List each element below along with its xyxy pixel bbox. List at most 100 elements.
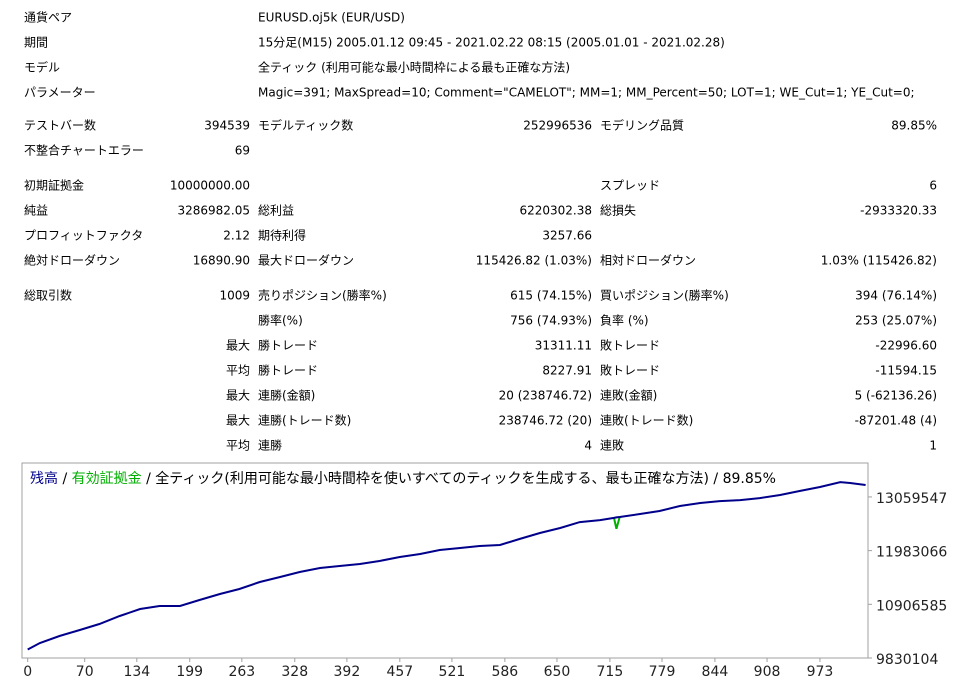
info-label: モデル xyxy=(24,60,60,75)
stat-value: 最大 xyxy=(226,414,250,428)
stat-label: 勝トレード xyxy=(258,363,318,378)
y-tick-label: 10906585 xyxy=(876,598,947,614)
stat-label: 連勝 xyxy=(258,438,282,453)
x-tick-label: 328 xyxy=(281,664,308,680)
stat-label: 相対ドローダウン xyxy=(600,253,696,268)
stat-value: 最大 xyxy=(226,389,250,403)
stat-label: 売りポジション(勝率%) xyxy=(258,288,387,303)
stat-value: 1009 xyxy=(219,289,250,303)
chart-frame xyxy=(21,462,869,659)
x-tick-label: 392 xyxy=(334,664,361,680)
stat-value: 252996536 xyxy=(523,119,592,133)
stat-value: 3286982.05 xyxy=(177,204,250,218)
info-label: パラメーター xyxy=(24,86,96,100)
info-value: EURUSD.oj5k (EUR/USD) xyxy=(258,11,405,25)
stat-label: 総利益 xyxy=(258,204,294,218)
x-tick-label: 844 xyxy=(702,664,729,680)
series-line xyxy=(27,481,866,651)
stat-label: 総取引数 xyxy=(24,288,72,303)
stat-label: 負率 (%) xyxy=(600,313,649,328)
stat-label: 連敗(金額) xyxy=(600,388,657,403)
x-tick-label: 715 xyxy=(597,664,624,680)
stat-value: -11594.15 xyxy=(875,364,937,378)
x-tick-label: 521 xyxy=(439,664,466,680)
stat-label: 純益 xyxy=(24,204,48,218)
legend-equity: 有効証拠金 xyxy=(72,471,142,487)
stat-label: 敗トレード xyxy=(600,363,660,378)
stat-label: 勝率(%) xyxy=(258,313,303,328)
stat-value: 5 (-62136.26) xyxy=(855,389,937,403)
stat-value: -2933320.33 xyxy=(860,204,937,218)
x-tick-label: 0 xyxy=(23,664,32,680)
stat-value: 115426.82 (1.03%) xyxy=(476,254,592,268)
stat-value: -87201.48 (4) xyxy=(855,414,937,428)
stat-label: 絶対ドローダウン xyxy=(24,253,120,268)
stat-label: 買いポジション(勝率%) xyxy=(600,288,729,303)
x-tick-label: 973 xyxy=(807,664,834,680)
stat-value: 平均 xyxy=(226,439,250,453)
stat-label: モデリング品質 xyxy=(600,118,684,133)
stat-value: 6220302.38 xyxy=(519,204,592,218)
x-tick-label: 650 xyxy=(544,664,571,680)
stat-value: 4 xyxy=(584,439,592,453)
stat-label: モデルティック数 xyxy=(258,118,353,133)
info-value: Magic=391; MaxSpread=10; Comment="CAMELO… xyxy=(258,86,915,100)
stat-value: 253 (25.07%) xyxy=(855,314,937,328)
legend-sep: / xyxy=(709,471,723,487)
stat-value: 6 xyxy=(929,179,937,193)
y-tick-label: 11983066 xyxy=(876,545,947,561)
legend-balance: 残高 xyxy=(30,470,58,487)
stat-label: スプレッド xyxy=(600,179,660,193)
x-tick-label: 457 xyxy=(386,664,413,680)
stat-label: 勝トレード xyxy=(258,338,318,353)
x-tick-label: 70 xyxy=(76,664,94,680)
legend-sep: / xyxy=(142,471,156,487)
stat-value: 10000000.00 xyxy=(170,179,250,193)
x-tick-label: 586 xyxy=(491,664,518,680)
stat-value: -22996.60 xyxy=(875,339,937,353)
stat-value: 1.03% (115426.82) xyxy=(821,254,937,268)
stat-label: 総損失 xyxy=(600,203,636,218)
stat-label: 敗トレード xyxy=(600,338,660,353)
stat-value: 8227.91 xyxy=(542,364,592,378)
stat-label: 連勝(トレード数) xyxy=(258,413,351,428)
stat-value: 最大 xyxy=(226,339,250,353)
stat-label: 初期証拠金 xyxy=(24,178,84,193)
x-tick-label: 908 xyxy=(754,664,781,680)
stat-value: 31311.11 xyxy=(535,339,592,353)
stat-value: 756 (74.93%) xyxy=(510,314,592,328)
chart-legend: 残高 / 有効証拠金 / 全ティック(利用可能な最小時間枠を使いすべてのティック… xyxy=(30,470,776,487)
stat-label: 連勝(金額) xyxy=(258,388,315,403)
stat-value: 1 xyxy=(929,439,937,453)
stat-value: 238746.72 (20) xyxy=(499,414,592,428)
stat-label: 連敗 xyxy=(600,438,624,453)
series-line xyxy=(613,516,621,530)
legend-sep: / xyxy=(58,471,72,487)
info-value: 全ティック (利用可能な最小時間枠による最も正確な方法) xyxy=(258,60,570,75)
stat-value: 3257.66 xyxy=(542,229,592,243)
stat-label: プロフィットファクタ xyxy=(24,229,143,243)
stat-value: 69 xyxy=(235,144,250,158)
y-tick-label: 13059547 xyxy=(876,491,947,507)
info-value: 15分足(M15) 2005.01.12 09:45 - 2021.02.22 … xyxy=(258,36,725,50)
x-tick-label: 199 xyxy=(176,664,203,680)
stat-label: 最大ドローダウン xyxy=(258,253,354,268)
stat-value: 2.12 xyxy=(223,229,250,243)
stat-label: 期待利得 xyxy=(258,228,306,243)
x-tick-label: 263 xyxy=(228,664,255,680)
x-tick-label: 134 xyxy=(123,664,150,680)
stat-value: 89.85% xyxy=(891,119,937,133)
stat-value: 20 (238746.72) xyxy=(499,389,592,403)
info-label: 通貨ペア xyxy=(24,10,72,25)
stat-value: 394 (76.14%) xyxy=(855,289,937,303)
legend-model: 全ティック(利用可能な最小時間枠を使いすべてのティックを生成する、最も正確な方法… xyxy=(155,470,709,487)
stat-value: 394539 xyxy=(204,119,250,133)
stat-label: 連敗(トレード数) xyxy=(600,413,693,428)
stat-value: 615 (74.15%) xyxy=(510,289,592,303)
stat-label: 不整合チャートエラー xyxy=(24,143,144,158)
info-label: 期間 xyxy=(24,36,48,50)
x-tick-label: 779 xyxy=(649,664,676,680)
stat-value: 16890.90 xyxy=(193,254,250,268)
legend-quality: 89.85% xyxy=(723,471,776,487)
